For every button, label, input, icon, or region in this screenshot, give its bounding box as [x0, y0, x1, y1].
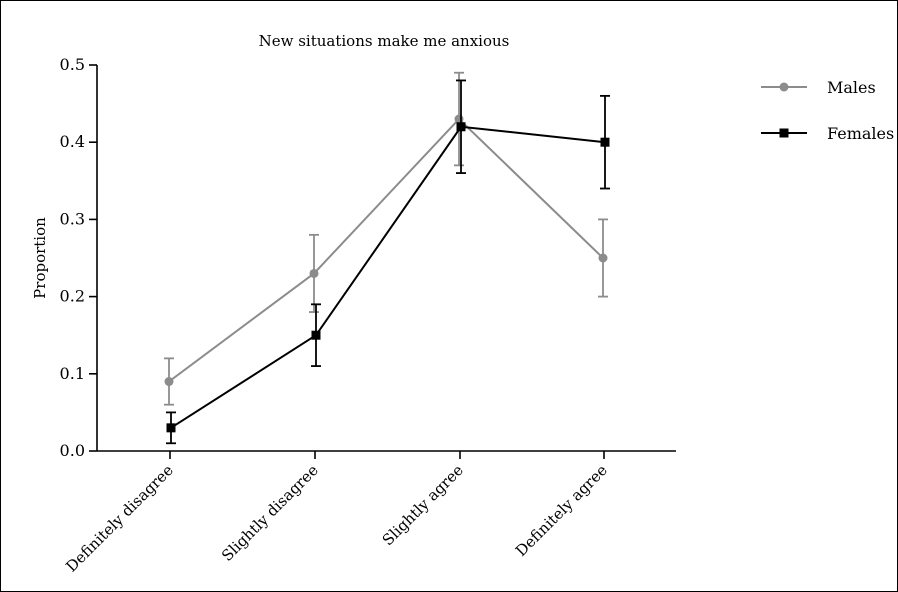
females-point	[311, 330, 321, 340]
x-tick-label: Slightly disagree	[218, 461, 322, 565]
y-tick-label: 0.4	[60, 132, 85, 151]
x-tick-label: Definitely agree	[512, 461, 611, 560]
legend-marker-males	[779, 82, 789, 92]
y-tick-label: 0.1	[60, 364, 85, 383]
series-layer	[164, 71, 610, 445]
females-series-line	[170, 125, 606, 429]
legend-label-males: Males	[827, 78, 876, 97]
legend-label-females: Females	[827, 124, 894, 143]
x-tick-label: Definitely disagree	[62, 461, 177, 576]
males-point	[309, 268, 319, 278]
females-point	[456, 122, 466, 132]
y-axis-title: Proportion	[31, 217, 49, 299]
males-point	[598, 253, 608, 263]
males-point	[454, 114, 464, 124]
legend-marker-females	[779, 128, 789, 138]
females-point	[600, 137, 610, 147]
males-series-line	[168, 117, 604, 383]
y-tick-label: 0.0	[60, 441, 85, 460]
y-tick-label: 0.3	[60, 209, 85, 228]
males-point	[164, 377, 174, 387]
y-ticks: 0.0 0.1 0.2 0.3 0.4 0.5	[60, 55, 97, 460]
x-ticks: Definitely disagree Slightly disagree Slig…	[62, 451, 611, 576]
females-point	[166, 423, 176, 433]
legend: Males Females	[761, 78, 894, 143]
y-tick-label: 0.5	[60, 55, 85, 74]
chart-title: New situations make me anxious	[259, 32, 510, 50]
y-tick-label: 0.2	[60, 287, 85, 306]
x-tick-label: Slightly agree	[379, 461, 467, 549]
